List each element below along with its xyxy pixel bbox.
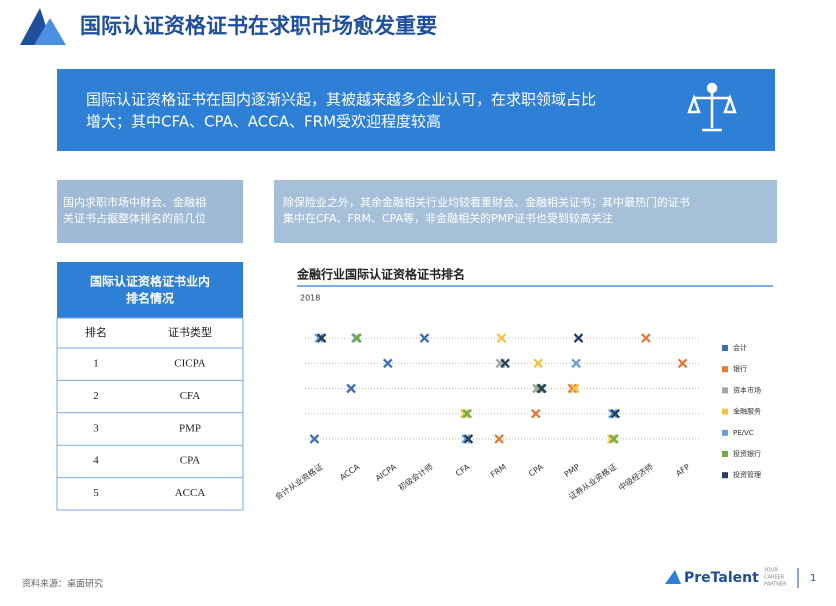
banner-text: 国际认证资格证书在国内逐渐兴起，其被越来越多企业认可，在求职领域占比 <box>86 91 596 109</box>
marker <box>494 434 504 444</box>
marker <box>314 333 325 343</box>
marker <box>500 358 510 369</box>
table-cell: 4 <box>93 455 99 467</box>
legend-label: 资本市场 <box>733 385 761 394</box>
table-cell: 3 <box>93 422 99 434</box>
legend-swatch <box>722 366 728 373</box>
marker <box>530 408 541 419</box>
chart-subtitle: 2018 <box>300 294 320 303</box>
legend-swatch <box>722 451 728 457</box>
marker <box>641 333 651 343</box>
marker <box>382 358 393 369</box>
marker <box>463 434 474 444</box>
banner <box>57 69 775 151</box>
marker <box>461 434 471 444</box>
marker <box>677 358 688 369</box>
table-cell: CFA <box>180 390 201 402</box>
footer-logo: PreTalent YOUR CAREER PARTNER 1 <box>665 568 816 588</box>
logo-mark <box>20 8 66 45</box>
table-header: 证书类型 <box>168 325 212 339</box>
note-text: 国内求职市场中财会、金融相 <box>63 195 206 209</box>
legend-swatch <box>722 472 728 479</box>
marker <box>607 408 618 419</box>
table-cell: ACCA <box>175 487 206 499</box>
chart-title: 金融行业国际认证资格证书排名 <box>296 267 465 282</box>
note-text: 集中在CFA、FRM、CPA等，非金融相关的PMP证书也受到较高关注 <box>283 211 613 225</box>
tagline: PARTNER <box>764 582 787 588</box>
table-cell: 1 <box>93 358 99 370</box>
table-header: 排名 <box>85 325 107 339</box>
legend-swatch <box>722 345 728 351</box>
table-cell: 5 <box>93 487 99 499</box>
note-box <box>274 180 777 243</box>
legend-swatch <box>722 429 728 436</box>
slide-title: 国际认证资格证书在求职市场愈发重要 <box>80 14 437 38</box>
legend-label: 银行 <box>733 364 747 373</box>
marker <box>346 383 356 394</box>
table-cell: 2 <box>93 390 99 402</box>
note-text: 除保险业之外，其余金融相关行业均较看重财会、金融相关证书；其中最热门的证书 <box>283 195 690 209</box>
legend-label: 投资管理 <box>733 470 761 479</box>
ranking-table: 国际认证资格证书业内 排名情况 排名 证书类型 1 CICPA 2 CFA 3 PMP 4 C… <box>56 262 244 511</box>
table-title: 国际认证资格证书业内 <box>90 274 210 289</box>
table-border <box>56 317 244 511</box>
marker <box>571 358 581 369</box>
legend-swatch <box>722 387 728 394</box>
marker <box>462 408 473 419</box>
marker <box>573 333 584 343</box>
marker <box>459 408 470 419</box>
legend-label: 投资银行 <box>733 449 761 458</box>
marker <box>352 333 362 343</box>
page-number: 1 <box>810 573 816 584</box>
brand: PreTalent <box>684 570 759 586</box>
table-cell: CICPA <box>174 358 205 370</box>
marker <box>536 383 547 394</box>
marker <box>609 434 619 444</box>
note-text: 关证书占据整体排名的前几位 <box>63 211 206 225</box>
marker <box>610 408 621 419</box>
marker <box>567 383 578 394</box>
legend-label: PE/VC <box>733 429 754 437</box>
table-title-cell <box>57 262 243 318</box>
table-cell: PMP <box>179 422 201 434</box>
marker <box>606 434 617 444</box>
legend-swatch <box>722 408 728 415</box>
marker <box>309 434 320 444</box>
marker <box>419 333 430 343</box>
banner-text: 增大；其中CFA、CPA、ACCA、FRM受欢迎程度较高 <box>86 113 441 131</box>
source-note: 资料来源：桌面研究 <box>22 578 103 590</box>
note-box <box>57 180 243 243</box>
tagline: YOUR <box>763 568 778 574</box>
table-cell: CPA <box>180 455 200 467</box>
marker <box>496 333 507 343</box>
table-title: 排名情况 <box>126 291 174 306</box>
legend-label: 会计 <box>733 343 747 352</box>
marker <box>533 358 544 369</box>
marker <box>316 333 327 343</box>
marker <box>570 383 580 394</box>
scales-icon <box>687 82 737 132</box>
legend-label: 金融服务 <box>733 407 761 416</box>
tagline: CAREER <box>764 575 785 581</box>
